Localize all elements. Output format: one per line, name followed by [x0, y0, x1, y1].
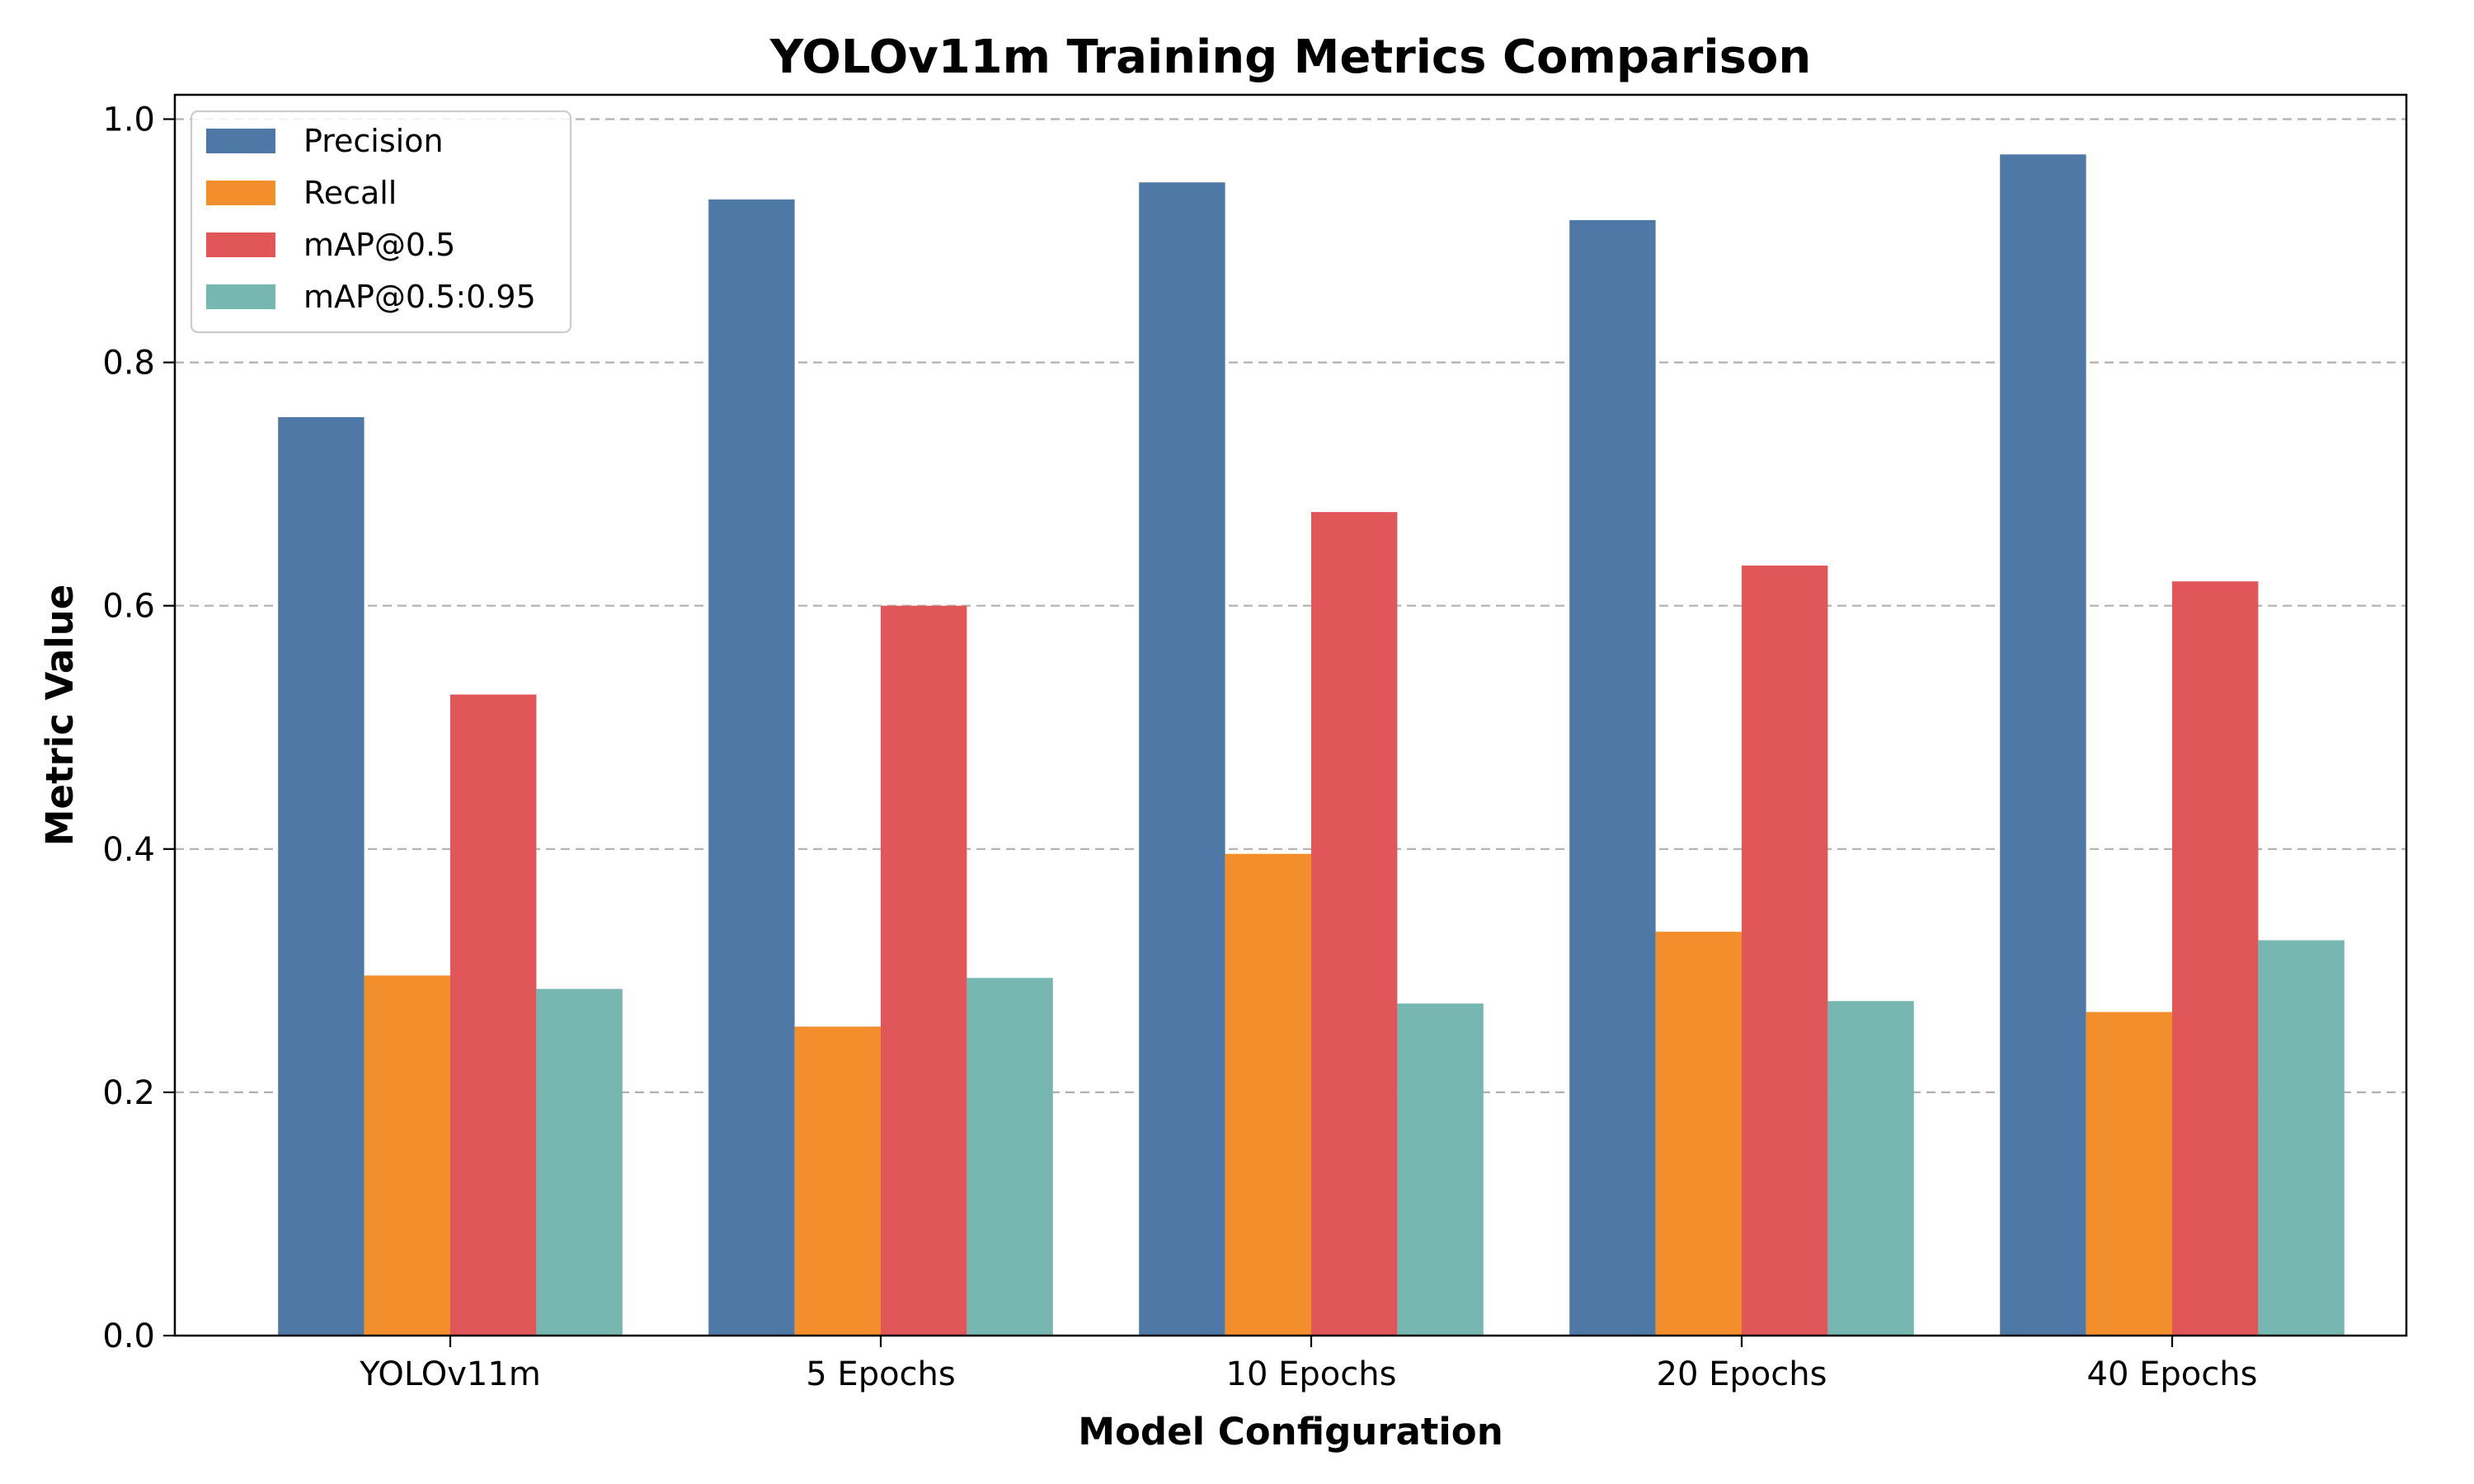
- bar-recall-3: [1655, 932, 1742, 1336]
- legend-swatch: [206, 129, 275, 153]
- bar-recall-0: [364, 975, 450, 1336]
- x-tick-label: 10 Epochs: [1226, 1355, 1397, 1393]
- bar-precision-2: [1139, 182, 1225, 1336]
- bar-precision-4: [2000, 154, 2086, 1336]
- legend-label: Recall: [303, 175, 397, 211]
- legend-swatch: [206, 181, 275, 205]
- bar-map-0-5-3: [1742, 566, 1828, 1336]
- bar-precision-3: [1569, 219, 1656, 1336]
- y-tick-label: 0.4: [102, 831, 155, 869]
- y-tick-label: 0.2: [102, 1074, 155, 1112]
- bar-recall-4: [2086, 1012, 2172, 1336]
- axis-ticks: 0.0 0.2 0.4 0.6 0.8 1.0 YOLOv11m 5 Epochs 10 Epo…: [102, 101, 2257, 1393]
- legend-label: mAP@0.5:0.95: [303, 279, 536, 315]
- legend-swatch: [206, 284, 275, 309]
- x-tick-label: YOLOv11m: [359, 1355, 541, 1393]
- bar-map-0-5-2: [1311, 512, 1398, 1336]
- bar-map-0-5-0-95-3: [1827, 1001, 1914, 1336]
- y-tick-label: 0.6: [102, 588, 155, 626]
- bar-precision-1: [708, 199, 795, 1336]
- bar-precision-0: [278, 417, 365, 1336]
- x-tick-label: 40 Epochs: [2087, 1355, 2258, 1393]
- x-tick-label: 20 Epochs: [1657, 1355, 1827, 1393]
- y-axis-label: Metric Value: [38, 585, 82, 846]
- bars: [278, 154, 2345, 1336]
- y-tick-label: 0.8: [102, 345, 155, 383]
- bar-map-0-5-0-95-0: [536, 989, 623, 1336]
- x-tick-label: 5 Epochs: [806, 1355, 955, 1393]
- bar-recall-1: [794, 1026, 881, 1336]
- legend-label: Precision: [303, 123, 444, 159]
- bar-map-0-5-4: [2172, 581, 2259, 1336]
- legend-label: mAP@0.5: [303, 227, 455, 263]
- bar-map-0-5-1: [881, 605, 967, 1336]
- bar-map-0-5-0: [450, 694, 537, 1336]
- bar-map-0-5-0-95-1: [967, 978, 1053, 1336]
- legend-swatch: [206, 232, 275, 257]
- legend-box: [190, 110, 572, 334]
- chart-title: YOLOv11m Training Metrics Comparison: [769, 31, 1812, 84]
- bar-recall-2: [1225, 853, 1311, 1336]
- x-axis-label: Model Configuration: [1078, 1410, 1503, 1453]
- y-tick-label: 1.0: [102, 101, 155, 139]
- y-tick-label: 0.0: [102, 1317, 155, 1355]
- plot-frame: [173, 93, 2408, 1337]
- legend: Precision Recall mAP@0.5 mAP@0.5:0.95: [190, 110, 572, 334]
- bar-map-0-5-0-95-4: [2258, 940, 2345, 1336]
- bar-map-0-5-0-95-2: [1397, 1003, 1484, 1336]
